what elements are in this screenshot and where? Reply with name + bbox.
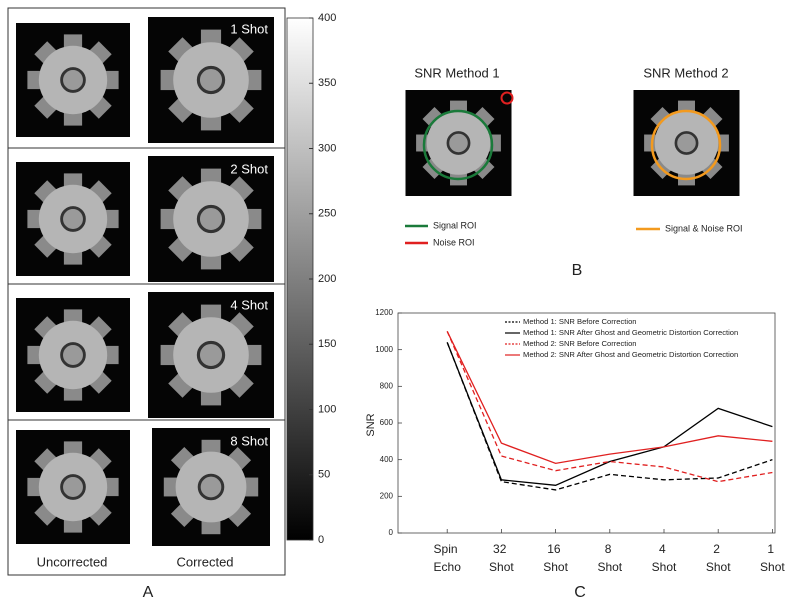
x-tick-label: 32 Shot [489, 542, 514, 574]
shot-label: 2 Shot [230, 161, 268, 176]
signal-roi [422, 109, 494, 181]
noise-roi [500, 91, 514, 105]
colorbar-tick-label: 250 [318, 208, 336, 220]
colorbar-tick-label: 0 [318, 534, 324, 546]
shot-label: 4 Shot [230, 297, 268, 312]
series-line [446, 331, 773, 465]
panel-label: A [143, 584, 154, 601]
x-tick-label: 4 Shot [652, 542, 677, 574]
panel-label: B [572, 262, 583, 279]
panel-b: SNR Method 1 Signal ROI Noise ROI SNR Me… [405, 65, 743, 279]
panel-label: C [574, 584, 586, 601]
y-tick-label: 1000 [375, 345, 393, 354]
x-tick-label: 8 Shot [597, 542, 622, 574]
y-tick-label: 1200 [375, 308, 393, 317]
legend-label: Method 2: SNR After Ghost and Geometric … [523, 350, 738, 359]
series-line [446, 342, 773, 486]
panel-a: Uncorrected Corrected A 1 Shot 2 Shot 4 Sh… [7, 7, 336, 601]
phantom-image [16, 21, 130, 139]
column-label: Uncorrected [37, 554, 108, 569]
x-tick-label: 1 Shot [760, 542, 785, 574]
legend-label: Method 2: SNR Before Correction [523, 339, 637, 348]
colorbar-tick-label: 200 [318, 273, 336, 285]
colorbar [286, 17, 314, 541]
colorbar-tick-label: 100 [318, 403, 336, 415]
legend-label: Signal & Noise ROI [665, 223, 743, 233]
signal-noise-roi [650, 109, 722, 181]
y-tick-label: 0 [389, 528, 394, 537]
phantom-image [16, 428, 130, 546]
colorbar-tick-label: 350 [318, 77, 336, 89]
y-axis-label: SNR [365, 413, 377, 436]
series-line [446, 342, 773, 491]
panel-c: SNR C 0 200 400 600 800 1000 1200 Spin Echo 32 S… [365, 308, 786, 601]
method-title: SNR Method 2 [643, 65, 728, 80]
y-tick-label: 600 [380, 418, 394, 427]
y-tick-label: 400 [380, 455, 394, 464]
colorbar-tick-label: 50 [318, 469, 330, 481]
shot-label: 1 Shot [230, 21, 268, 36]
method-title: SNR Method 1 [414, 65, 499, 80]
phantom-image [16, 296, 130, 414]
colorbar-tick-label: 400 [318, 12, 336, 24]
legend-label: Noise ROI [433, 237, 475, 247]
panel-a-frame [7, 7, 286, 576]
shot-label: 8 Shot [230, 433, 268, 448]
column-label: Corrected [176, 554, 233, 569]
x-tick-label: 2 Shot [706, 542, 731, 574]
legend-label: Signal ROI [433, 220, 477, 230]
legend-label: Method 1: SNR Before Correction [523, 317, 637, 326]
colorbar-tick-label: 150 [318, 338, 336, 350]
legend-label: Method 1: SNR After Ghost and Geometric … [523, 328, 738, 337]
y-tick-label: 200 [380, 491, 394, 500]
x-tick-label: 16 Shot [543, 542, 568, 574]
x-tick-label: Spin Echo [434, 542, 462, 574]
colorbar-tick-label: 300 [318, 142, 336, 154]
y-tick-label: 800 [380, 381, 394, 390]
phantom-image [16, 160, 130, 278]
